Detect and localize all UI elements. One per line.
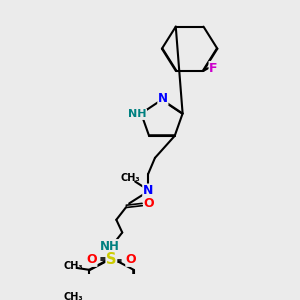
Text: F: F (209, 61, 218, 74)
Text: O: O (126, 253, 136, 266)
Text: S: S (106, 252, 117, 267)
Text: N: N (143, 184, 153, 197)
Text: CH₃: CH₃ (63, 261, 83, 271)
Text: N: N (158, 92, 168, 105)
Text: NH: NH (128, 110, 146, 119)
Text: O: O (86, 253, 97, 266)
Text: O: O (144, 197, 154, 210)
Text: CH₃: CH₃ (63, 292, 83, 300)
Text: NH: NH (99, 240, 119, 253)
Text: CH₃: CH₃ (120, 173, 140, 183)
